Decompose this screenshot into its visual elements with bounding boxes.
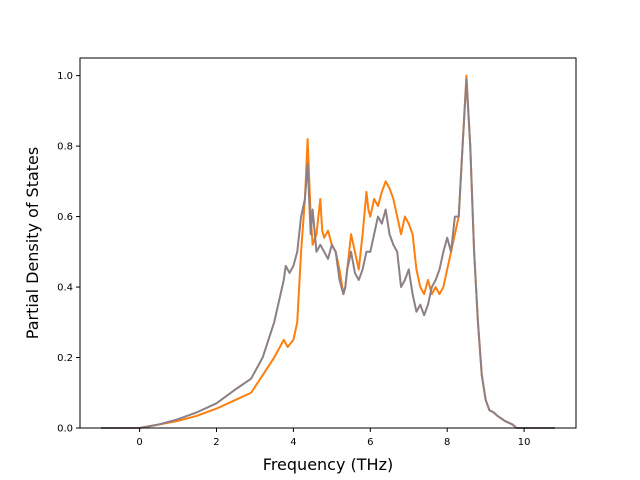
x-tick-label: 0 — [136, 437, 142, 448]
x-axis-label: Frequency (THz) — [263, 455, 393, 474]
x-tick-label: 10 — [518, 437, 531, 448]
plot-layer — [101, 74, 555, 429]
plot-frame — [79, 57, 577, 429]
series-line-1 — [101, 74, 555, 429]
y-tick-label: 0.4 — [57, 283, 73, 294]
x-tick-label: 8 — [444, 437, 450, 448]
y-tick-label: 0.6 — [57, 212, 73, 223]
y-axis-label: Partial Density of States — [23, 147, 42, 339]
x-tick-label: 6 — [367, 437, 373, 448]
x-tick-label: 2 — [213, 437, 219, 448]
y-tick-label: 0.8 — [57, 142, 73, 153]
x-tick-label: 4 — [290, 437, 296, 448]
y-tick-label: 0.0 — [57, 424, 73, 435]
series-line-2 — [101, 78, 555, 429]
y-tick-label: 0.2 — [57, 353, 73, 364]
y-tick-label: 1.0 — [57, 71, 73, 82]
ticks-layer: 0 2 4 6 8 10 0.0 0.2 0.4 0.6 0.8 1.0 — [57, 71, 530, 448]
